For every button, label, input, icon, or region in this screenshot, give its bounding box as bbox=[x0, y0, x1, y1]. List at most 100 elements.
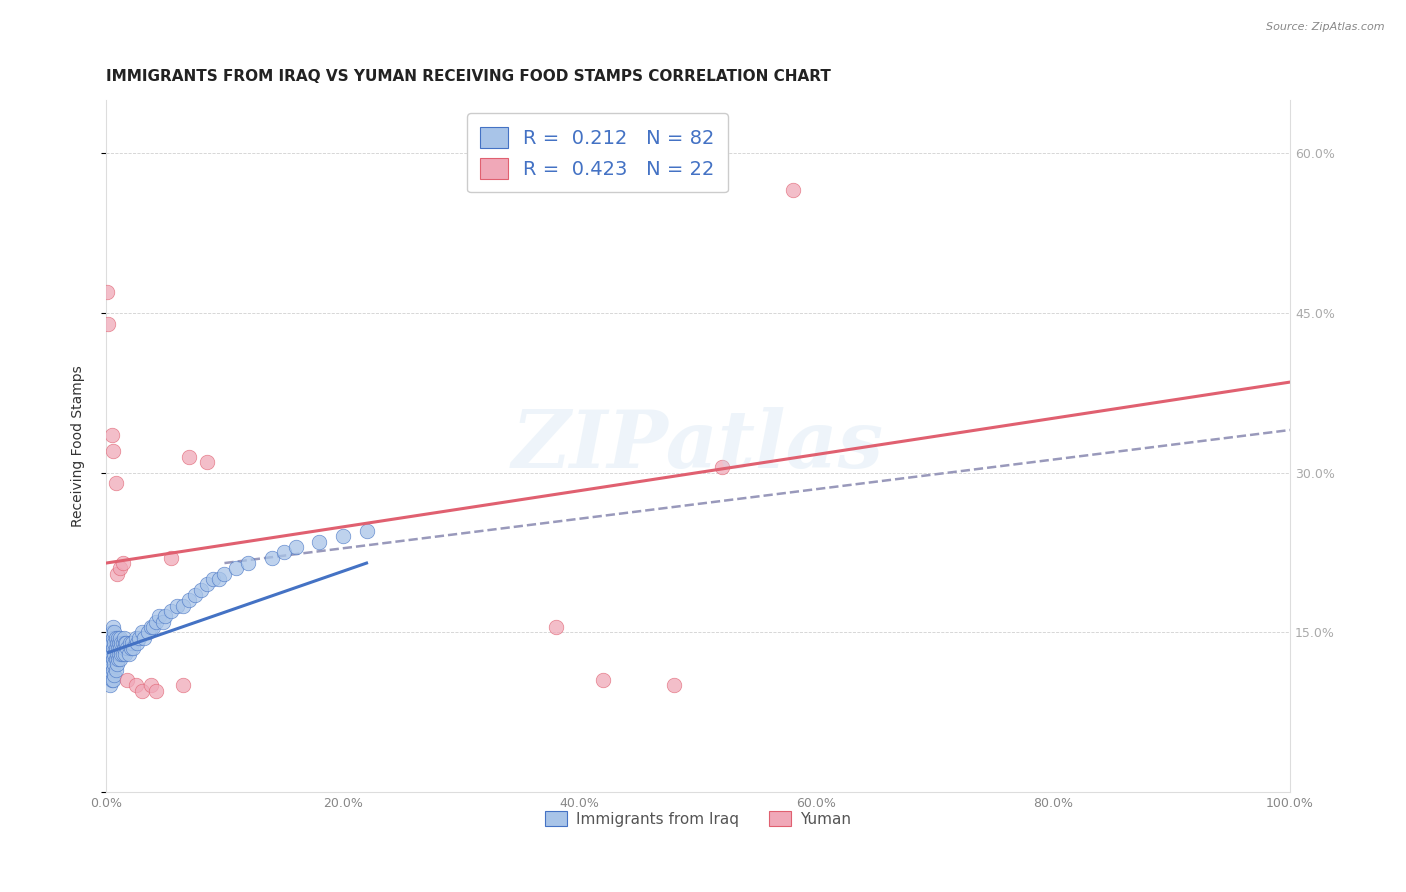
Point bbox=[136, 625, 159, 640]
Point bbox=[104, 476, 127, 491]
Point bbox=[98, 647, 121, 661]
Point bbox=[101, 657, 124, 672]
Point bbox=[112, 641, 135, 656]
Point bbox=[190, 582, 212, 597]
Point bbox=[103, 625, 125, 640]
Point bbox=[100, 652, 122, 666]
Point bbox=[104, 641, 127, 656]
Point bbox=[104, 663, 127, 677]
Point bbox=[111, 636, 134, 650]
Point bbox=[128, 631, 150, 645]
Point bbox=[105, 636, 128, 650]
Point bbox=[104, 631, 127, 645]
Point bbox=[108, 647, 131, 661]
Point bbox=[207, 572, 229, 586]
Point bbox=[142, 620, 165, 634]
Point bbox=[101, 620, 124, 634]
Point bbox=[114, 636, 136, 650]
Text: Source: ZipAtlas.com: Source: ZipAtlas.com bbox=[1267, 22, 1385, 32]
Point bbox=[101, 652, 124, 666]
Point bbox=[122, 641, 145, 656]
Point bbox=[117, 673, 139, 688]
Point bbox=[166, 599, 188, 613]
Point bbox=[172, 599, 194, 613]
Point bbox=[101, 673, 124, 688]
Point bbox=[356, 524, 378, 538]
Point bbox=[101, 631, 124, 645]
Legend: Immigrants from Iraq, Yuman: Immigrants from Iraq, Yuman bbox=[538, 805, 858, 833]
Point bbox=[105, 647, 128, 661]
Point bbox=[105, 657, 128, 672]
Point bbox=[121, 636, 143, 650]
Point bbox=[117, 647, 139, 661]
Point bbox=[110, 636, 132, 650]
Point bbox=[132, 631, 155, 645]
Point bbox=[195, 577, 218, 591]
Point bbox=[664, 678, 686, 692]
Point bbox=[115, 636, 138, 650]
Point bbox=[225, 561, 247, 575]
Point bbox=[214, 566, 236, 581]
Point bbox=[114, 647, 136, 661]
Point bbox=[260, 550, 283, 565]
Point bbox=[160, 604, 183, 618]
Point bbox=[332, 529, 354, 543]
Point bbox=[101, 428, 124, 442]
Point bbox=[108, 636, 131, 650]
Point bbox=[139, 678, 162, 692]
Point bbox=[100, 668, 122, 682]
Point bbox=[98, 678, 121, 692]
Point bbox=[120, 641, 142, 656]
Text: IMMIGRANTS FROM IRAQ VS YUMAN RECEIVING FOOD STAMPS CORRELATION CHART: IMMIGRANTS FROM IRAQ VS YUMAN RECEIVING … bbox=[105, 69, 831, 84]
Point bbox=[112, 631, 135, 645]
Y-axis label: Receiving Food Stamps: Receiving Food Stamps bbox=[72, 365, 86, 527]
Point bbox=[111, 647, 134, 661]
Point bbox=[107, 652, 129, 666]
Point bbox=[177, 593, 200, 607]
Point bbox=[131, 683, 153, 698]
Point bbox=[184, 588, 207, 602]
Point bbox=[148, 609, 170, 624]
Point bbox=[131, 625, 153, 640]
Point bbox=[103, 647, 125, 661]
Point bbox=[273, 545, 295, 559]
Point bbox=[308, 534, 330, 549]
Point bbox=[101, 641, 124, 656]
Point bbox=[284, 540, 307, 554]
Point bbox=[101, 663, 124, 677]
Point bbox=[145, 615, 167, 629]
Point bbox=[101, 625, 124, 640]
Point bbox=[124, 631, 146, 645]
Point bbox=[110, 647, 132, 661]
Point bbox=[110, 561, 132, 575]
Point bbox=[125, 636, 148, 650]
Point bbox=[96, 285, 118, 299]
Point bbox=[544, 620, 567, 634]
Point bbox=[111, 556, 134, 570]
Point bbox=[195, 455, 218, 469]
Point bbox=[101, 636, 124, 650]
Text: ZIPatlas: ZIPatlas bbox=[512, 408, 884, 484]
Point bbox=[105, 566, 128, 581]
Point bbox=[145, 683, 167, 698]
Point bbox=[172, 678, 194, 692]
Point bbox=[160, 550, 183, 565]
Point bbox=[107, 641, 129, 656]
Point bbox=[592, 673, 614, 688]
Point bbox=[177, 450, 200, 464]
Point bbox=[104, 652, 127, 666]
Point bbox=[139, 620, 162, 634]
Point bbox=[97, 317, 120, 331]
Point bbox=[103, 668, 125, 682]
Point bbox=[103, 636, 125, 650]
Point bbox=[118, 636, 141, 650]
Point bbox=[710, 460, 733, 475]
Point bbox=[101, 673, 124, 688]
Point bbox=[98, 663, 121, 677]
Point bbox=[110, 652, 132, 666]
Point bbox=[201, 572, 224, 586]
Point bbox=[124, 678, 146, 692]
Point bbox=[110, 631, 132, 645]
Point bbox=[782, 184, 804, 198]
Point bbox=[101, 647, 124, 661]
